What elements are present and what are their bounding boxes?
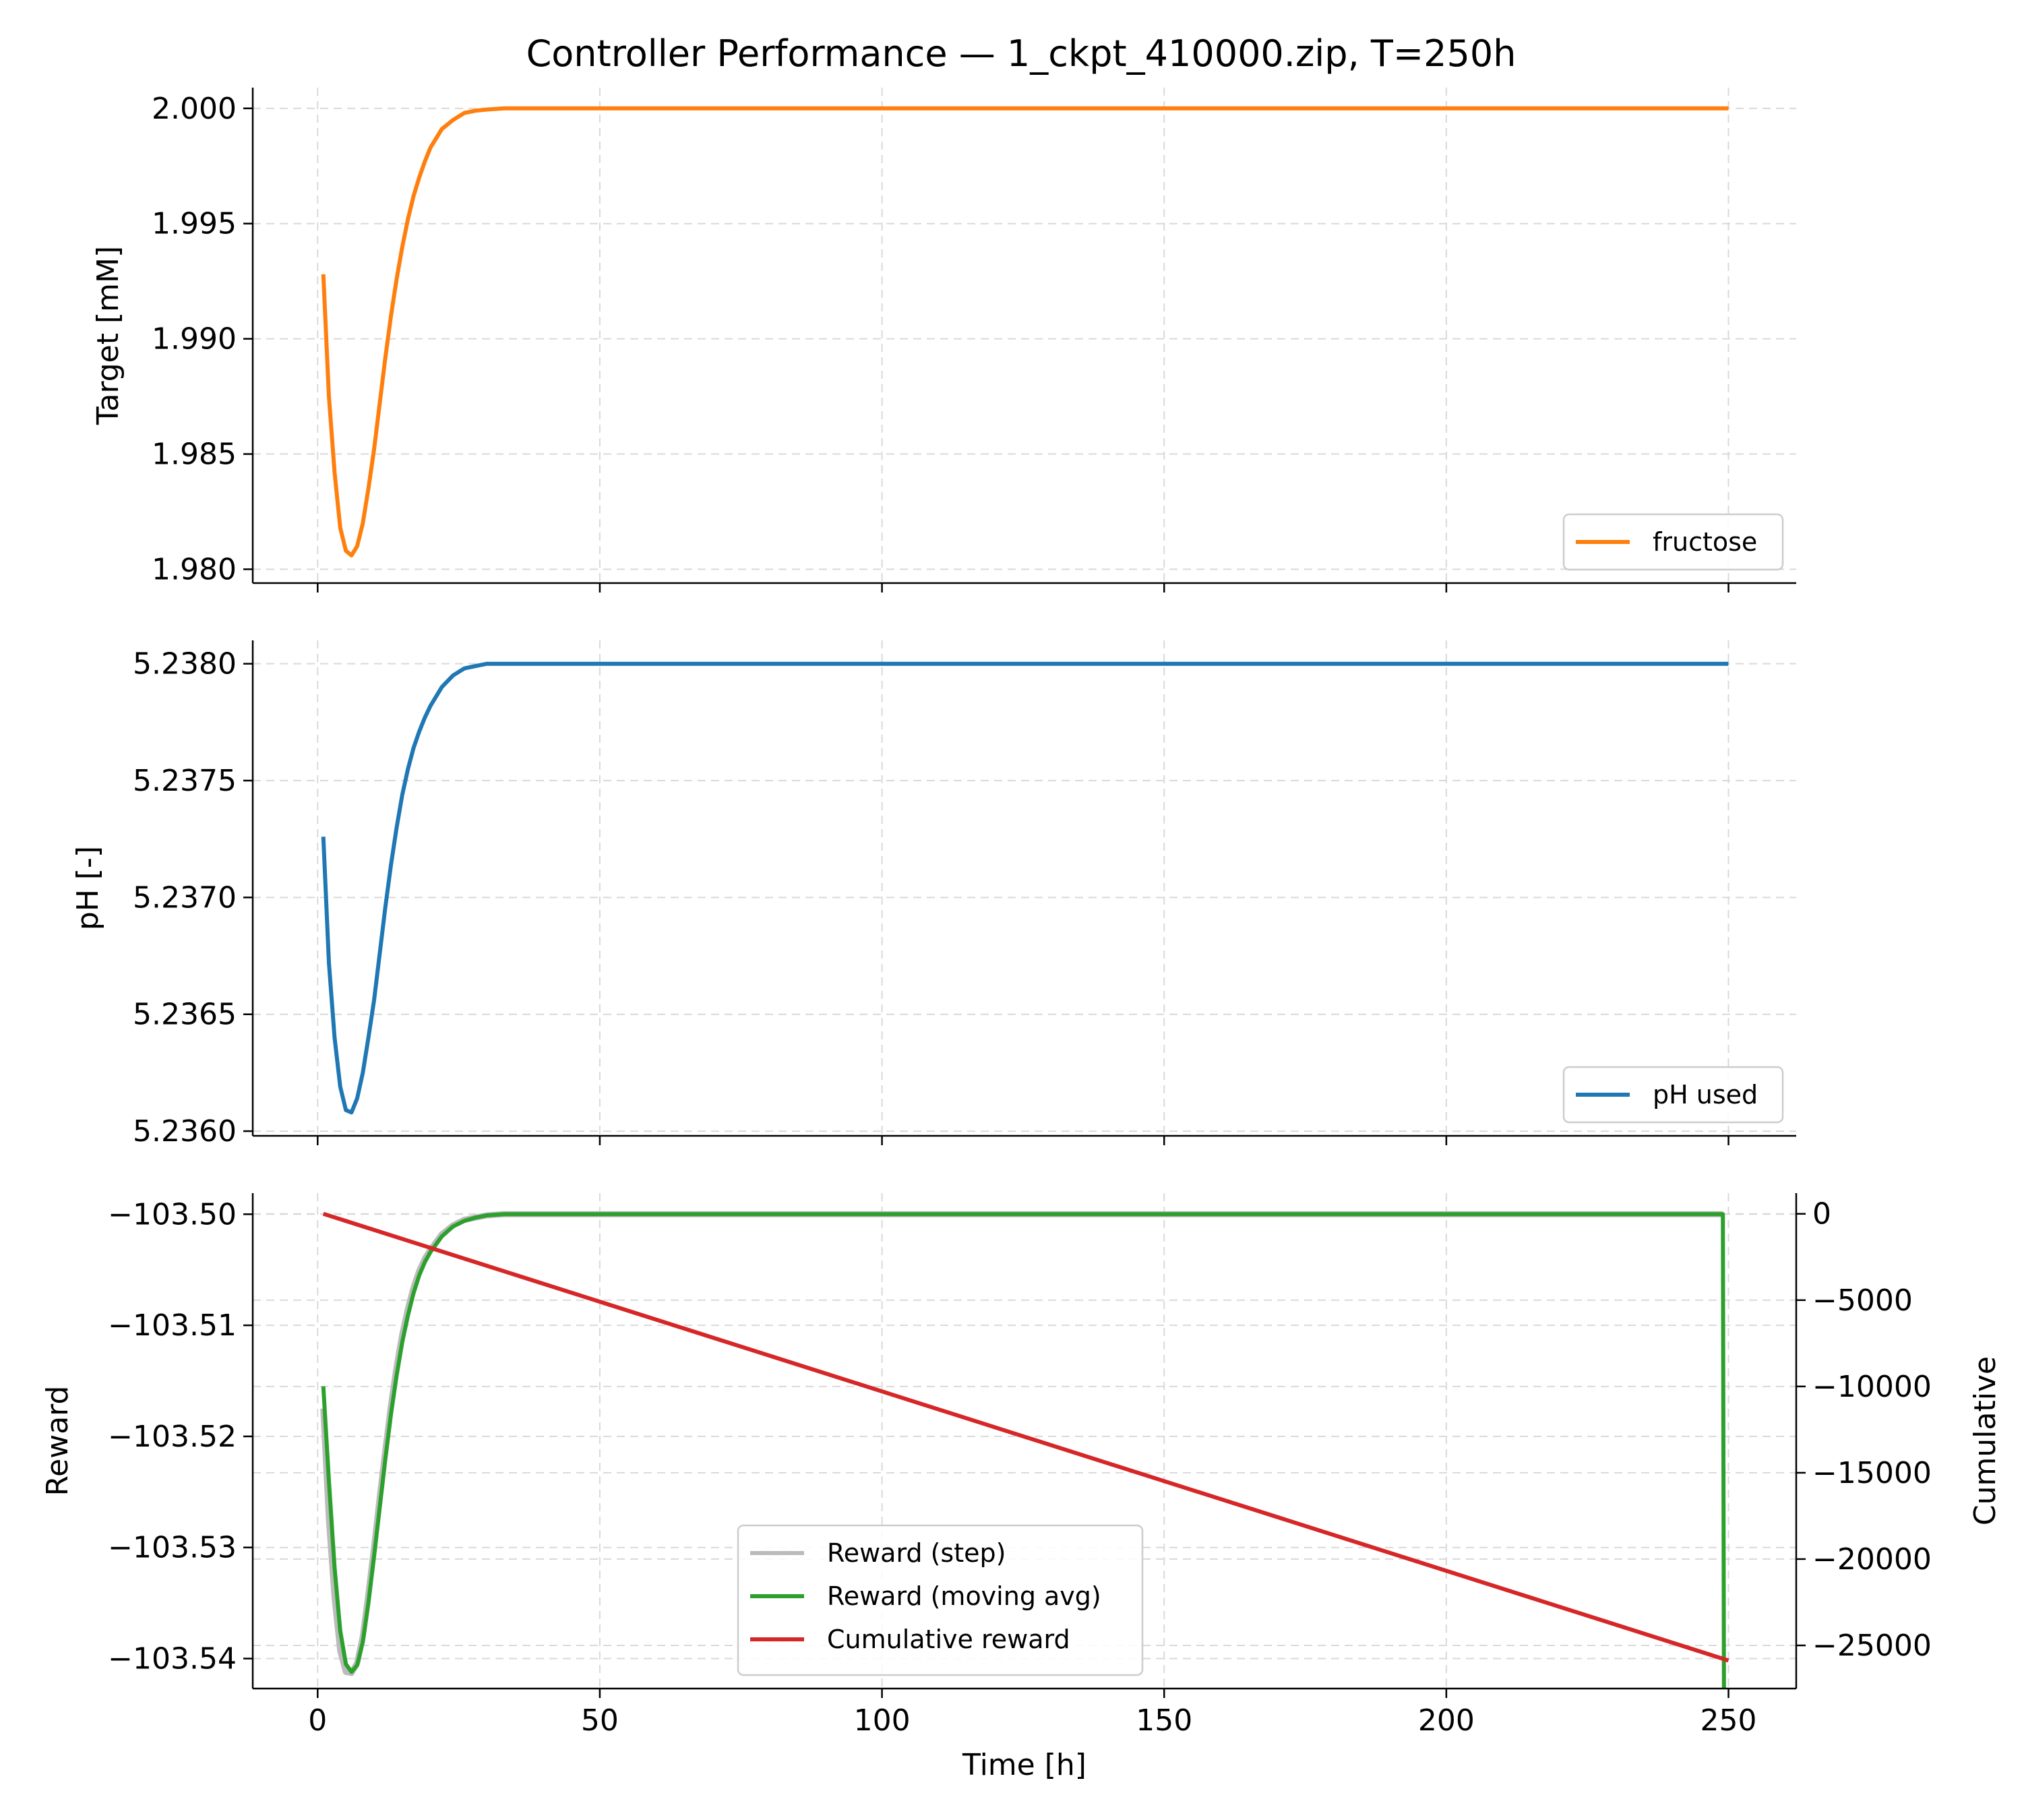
y-tick-label: −103.50 <box>108 1197 237 1232</box>
y-tick-label: 5.2360 <box>133 1114 237 1149</box>
series-line-cumulative-reward <box>322 1211 1729 1663</box>
legend-frame <box>1562 1066 1784 1124</box>
y-tick-label: −103.51 <box>108 1308 237 1343</box>
y-axis-label: Reward <box>40 1386 75 1496</box>
x-axis-label: Time [h] <box>962 1748 1086 1782</box>
y-axis-label: Target [mM] <box>91 246 125 425</box>
legend-frame <box>1562 513 1784 571</box>
legend-label: Reward (moving avg) <box>827 1581 1101 1611</box>
y-tick-label: −103.54 <box>108 1642 237 1676</box>
y-axis-label: pH [-] <box>71 846 105 930</box>
y2-tick-label: −20000 <box>1812 1542 1932 1577</box>
y2-tick-label: −5000 <box>1812 1283 1913 1318</box>
x-tick-label: 250 <box>1701 1703 1757 1738</box>
legend-label: Cumulative reward <box>827 1625 1070 1654</box>
legend: Reward (step) Reward (moving avg) Cumulati… <box>737 1524 1144 1676</box>
x-tick-label: 0 <box>308 1703 327 1738</box>
y2-tick-label: −15000 <box>1812 1456 1932 1490</box>
series-line-fructose <box>321 106 1729 557</box>
x-tick-label: 150 <box>1136 1703 1192 1738</box>
y2-tick-label: −10000 <box>1812 1370 1932 1404</box>
y-tick-label: 5.2375 <box>133 764 237 798</box>
legend: pH used <box>1562 1066 1784 1124</box>
panel-ph: 5.2360 5.2365 5.2370 5.2375 5.2380 pH [-] pH u… <box>71 640 1796 1149</box>
y-tick-label: 5.2380 <box>133 647 237 681</box>
legend: fructose <box>1562 513 1784 571</box>
y2-tick-label: −25000 <box>1812 1629 1932 1663</box>
series-line-ph-used <box>321 661 1729 1115</box>
series-line-reward-moving-avg <box>321 1212 1726 1689</box>
y-tick-label: 5.2365 <box>133 998 237 1032</box>
x-tick-label: 100 <box>854 1703 911 1738</box>
legend-label: pH used <box>1653 1080 1758 1110</box>
legend-label: Reward (step) <box>827 1538 1006 1568</box>
y-tick-label: 1.995 <box>152 207 237 241</box>
y-tick-label: 1.985 <box>152 437 237 472</box>
y-tick-label: 2.000 <box>152 92 237 126</box>
chart-title: Controller Performance — 1_ckpt_410000.z… <box>526 32 1516 75</box>
x-tick-label: 50 <box>581 1703 619 1738</box>
y-tick-label: 1.990 <box>152 322 237 357</box>
panel-reward: 0 50 100 150 200 250 −103.54 −103.53 −103.52 −103… <box>40 1193 2002 1782</box>
panel-fructose: 1.980 1.985 1.990 1.995 2.000 Target [mM] fruc… <box>91 88 1796 593</box>
y2-tick-label: 0 <box>1812 1197 1831 1232</box>
y-tick-label: 1.980 <box>152 552 237 586</box>
legend-frame <box>737 1524 1144 1676</box>
legend-label: fructose <box>1653 527 1757 557</box>
y-tick-label: −103.53 <box>108 1531 237 1565</box>
y-tick-label: −103.52 <box>108 1420 237 1454</box>
y2-axis-label: Cumulative <box>1968 1356 2002 1525</box>
y-tick-label: 5.2370 <box>133 880 237 915</box>
x-tick-label: 200 <box>1418 1703 1475 1738</box>
